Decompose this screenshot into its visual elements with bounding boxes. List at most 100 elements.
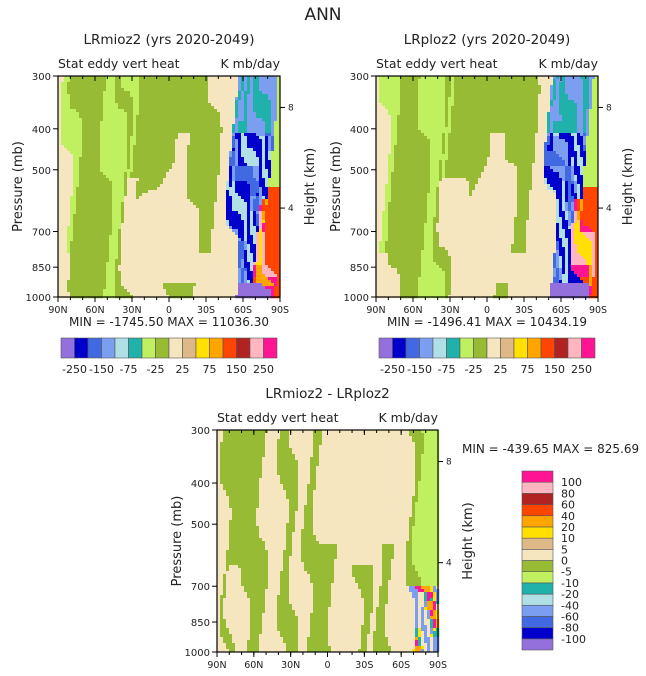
field-cell [253,256,257,260]
field-cell [208,217,212,221]
field-cell [130,85,134,89]
field-cell [184,136,188,140]
field-cell [106,139,110,143]
field-cell [151,217,155,221]
field-cell [166,259,170,263]
field-cell [91,109,95,113]
field-cell [244,247,248,251]
field-cell [133,205,137,209]
field-cell [214,247,218,251]
field-cell [238,88,242,92]
field-cell [196,139,200,143]
field-cell [247,127,251,131]
field-cell [91,289,95,293]
field-cell [196,85,200,89]
field-cell [79,277,83,281]
field-cell [259,181,263,185]
field-cell [100,100,104,104]
field-cell [67,238,71,242]
field-cell [121,151,125,155]
field-cell [85,193,89,197]
field-cell [130,106,134,110]
field-cell [163,166,167,170]
field-cell [148,244,152,248]
field-cell [160,124,164,128]
field-cell [154,151,158,155]
field-cell [172,292,176,296]
field-cell [244,235,248,239]
field-cell [136,178,140,182]
field-cell [142,190,146,194]
field-cell [187,217,191,221]
field-cell [124,172,128,176]
field-cell [232,187,236,191]
field-cell [244,85,248,89]
field-cell [196,79,200,83]
field-cell [238,259,242,263]
field-cell [118,292,122,296]
field-cell [154,106,158,110]
field-cell [82,178,86,182]
field-cell [241,124,245,128]
field-cell [235,172,239,176]
field-cell [121,277,125,281]
field-cell [118,103,122,107]
field-cell [163,283,167,287]
field-cell [154,235,158,239]
field-cell [76,292,80,296]
field-cell [178,127,182,131]
field-cell [157,112,161,116]
field-cell [241,262,245,266]
field-cell [85,274,89,278]
field-cell [160,175,164,179]
field-cell [97,112,101,116]
field-cell [76,214,80,218]
field-cell [256,175,260,179]
field-cell [232,196,236,200]
field-cell [148,109,152,113]
field-cell [142,268,146,272]
field-cell [94,229,98,233]
field-cell [103,271,107,275]
field-cell [178,286,182,290]
field-cell [193,196,197,200]
field-cell [61,88,65,92]
field-cell [91,217,95,221]
field-cell [160,265,164,269]
field-cell [259,130,263,134]
field-cell [229,229,233,233]
field-cell [217,214,221,218]
field-cell [79,214,83,218]
field-cell [70,241,74,245]
field-cell [109,76,113,80]
field-cell [70,181,74,185]
field-cell [79,184,83,188]
field-cell [136,127,140,131]
field-cell [70,247,74,251]
field-cell [241,223,245,227]
field-cell [139,286,143,290]
field-cell [73,214,77,218]
field-cell [169,208,173,212]
field-cell [190,277,194,281]
field-cell [73,244,77,248]
field-cell [211,100,215,104]
field-cell [193,163,197,167]
field-cell [82,292,86,296]
field-cell [124,190,128,194]
field-cell [244,187,248,191]
field-cell [118,187,122,191]
field-cell [157,118,161,122]
field-cell [184,133,188,137]
field-cell [160,289,164,293]
field-cell [175,109,179,113]
field-cell [61,148,65,152]
field-cell [64,199,68,203]
field-cell [88,130,92,134]
field-cell [238,154,242,158]
field-cell [244,118,248,122]
field-cell [67,160,71,164]
field-cell [190,244,194,248]
field-cell [175,256,179,260]
field-cell [106,217,110,221]
